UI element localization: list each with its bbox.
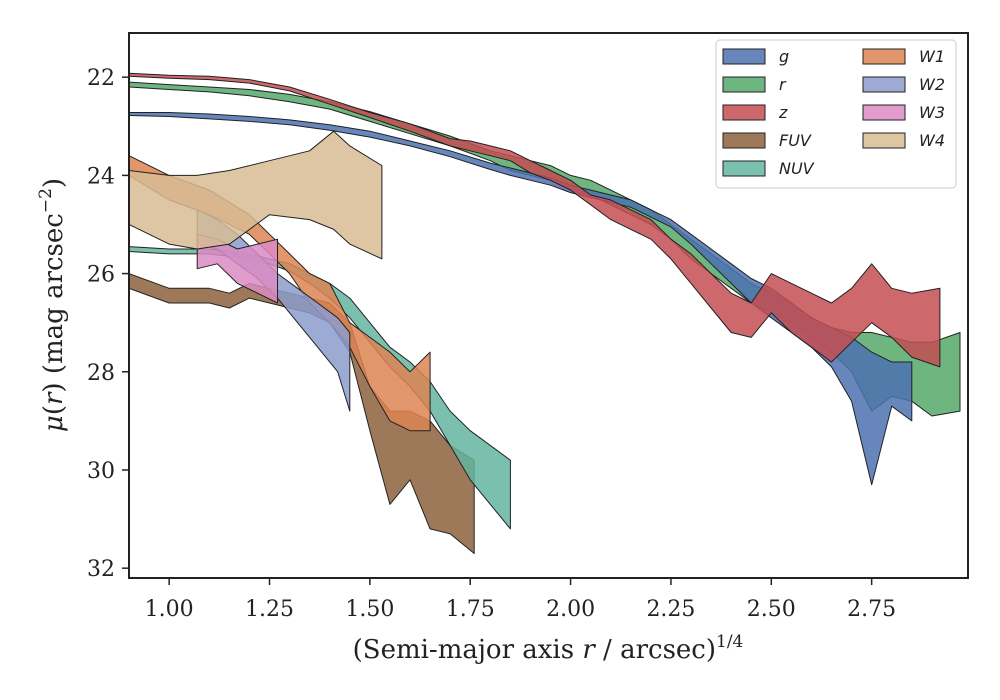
x-tick-label: 2.50 — [747, 597, 796, 622]
legend-swatch-w2 — [862, 76, 906, 93]
x-axis-ticks: 1.00 1.25 1.50 1.75 2.00 2.25 2.50 2.75 — [145, 578, 896, 622]
x-tick-label: 1.50 — [345, 597, 394, 622]
legend-swatch-w3 — [862, 104, 906, 121]
legend-swatch-w4 — [862, 132, 906, 149]
legend-label-nuv: NUV — [779, 159, 815, 178]
x-tick-label: 1.00 — [145, 597, 194, 622]
y-tick-label: 28 — [87, 361, 115, 386]
x-tick-label: 2.25 — [646, 597, 695, 622]
y-tick-label: 26 — [87, 263, 115, 288]
legend-label-r: r — [779, 75, 787, 94]
legend-swatch-g — [722, 48, 766, 65]
legend-swatch-z — [722, 104, 766, 121]
legend-swatch-r — [722, 76, 766, 93]
legend-label-w3: W3 — [919, 103, 945, 122]
y-tick-label: 32 — [87, 557, 115, 582]
legend-label-z: z — [778, 103, 788, 122]
x-tick-label: 2.00 — [546, 597, 595, 622]
x-tick-label: 1.75 — [446, 597, 495, 622]
legend-label-w2: W2 — [919, 75, 945, 94]
legend-label-fuv: FUV — [779, 131, 812, 150]
series-band-w4 — [129, 130, 383, 260]
legend: grz FUV NUV W1 W2 W3 W4 — [715, 39, 957, 189]
x-axis-label: (Semi-major axis r / arcsec)1/4 — [353, 632, 744, 665]
legend-label-w1: W1 — [919, 47, 945, 66]
x-tick-label: 1.25 — [245, 597, 294, 622]
y-tick-label: 30 — [87, 459, 115, 484]
plot-frame — [128, 32, 969, 579]
series-band-z — [129, 72, 941, 368]
legend-swatch-fuv — [722, 132, 766, 149]
legend-label-g: g — [779, 47, 789, 66]
y-tick-label: 22 — [87, 66, 115, 91]
legend-label-w4: W4 — [919, 131, 945, 150]
y-axis-label: μ(r) (mag arcsec−2) — [36, 178, 69, 432]
y-tick-label: 24 — [87, 164, 115, 189]
y-axis-ticks: 22 24 26 28 30 32 — [87, 66, 129, 582]
x-tick-label: 2.75 — [847, 597, 896, 622]
legend-swatch-w1 — [862, 48, 906, 65]
series-bands — [129, 72, 961, 554]
series-band-w3 — [196, 233, 278, 304]
legend-swatch-nuv — [722, 160, 766, 177]
